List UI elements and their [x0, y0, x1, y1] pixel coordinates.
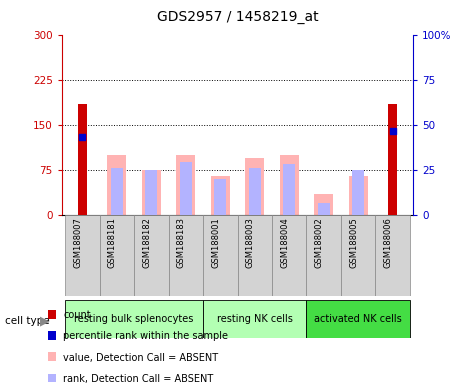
Text: GSM188005: GSM188005	[349, 217, 358, 268]
Text: rank, Detection Call = ABSENT: rank, Detection Call = ABSENT	[63, 374, 213, 384]
Bar	[306, 300, 410, 338]
Bar	[203, 215, 238, 296]
Text: ▶: ▶	[40, 314, 50, 327]
Text: GSM188002: GSM188002	[314, 217, 323, 268]
Bar	[65, 300, 203, 338]
Bar	[203, 300, 306, 338]
Point	[79, 134, 86, 140]
Bar	[238, 215, 272, 296]
Text: GSM188001: GSM188001	[211, 217, 220, 268]
Bar	[145, 170, 157, 215]
Text: cell type: cell type	[5, 316, 49, 326]
Bar	[283, 164, 295, 215]
Text: resting NK cells: resting NK cells	[217, 314, 293, 324]
Bar	[176, 155, 195, 215]
Bar	[341, 215, 375, 296]
Bar	[349, 176, 368, 215]
Bar	[318, 203, 330, 215]
Text: percentile rank within the sample: percentile rank within the sample	[63, 331, 228, 341]
Bar	[375, 215, 410, 296]
Bar	[169, 215, 203, 296]
Bar	[100, 215, 134, 296]
Bar	[245, 158, 264, 215]
Bar	[272, 215, 306, 296]
Text: GSM188181: GSM188181	[108, 217, 117, 268]
Bar	[214, 179, 226, 215]
Bar	[352, 170, 364, 215]
Point	[389, 128, 396, 134]
Bar	[134, 215, 169, 296]
Bar	[142, 170, 161, 215]
Bar	[107, 155, 126, 215]
Text: count: count	[63, 310, 91, 320]
Text: GSM188183: GSM188183	[177, 217, 186, 268]
Bar	[65, 215, 100, 296]
Bar	[306, 215, 341, 296]
Bar	[78, 104, 87, 215]
Text: GSM188007: GSM188007	[74, 217, 83, 268]
Text: GSM188182: GSM188182	[142, 217, 152, 268]
Bar	[388, 104, 397, 215]
Bar	[180, 162, 192, 215]
Bar	[111, 168, 123, 215]
Bar	[211, 176, 230, 215]
Text: GSM188004: GSM188004	[280, 217, 289, 268]
Bar	[280, 155, 299, 215]
Text: resting bulk splenocytes: resting bulk splenocytes	[75, 314, 194, 324]
Text: GSM188006: GSM188006	[384, 217, 392, 268]
Text: value, Detection Call = ABSENT: value, Detection Call = ABSENT	[63, 353, 219, 362]
Bar	[314, 194, 333, 215]
Text: GSM188003: GSM188003	[246, 217, 255, 268]
Text: activated NK cells: activated NK cells	[314, 314, 402, 324]
Bar	[249, 168, 261, 215]
Text: GDS2957 / 1458219_at: GDS2957 / 1458219_at	[157, 10, 318, 23]
